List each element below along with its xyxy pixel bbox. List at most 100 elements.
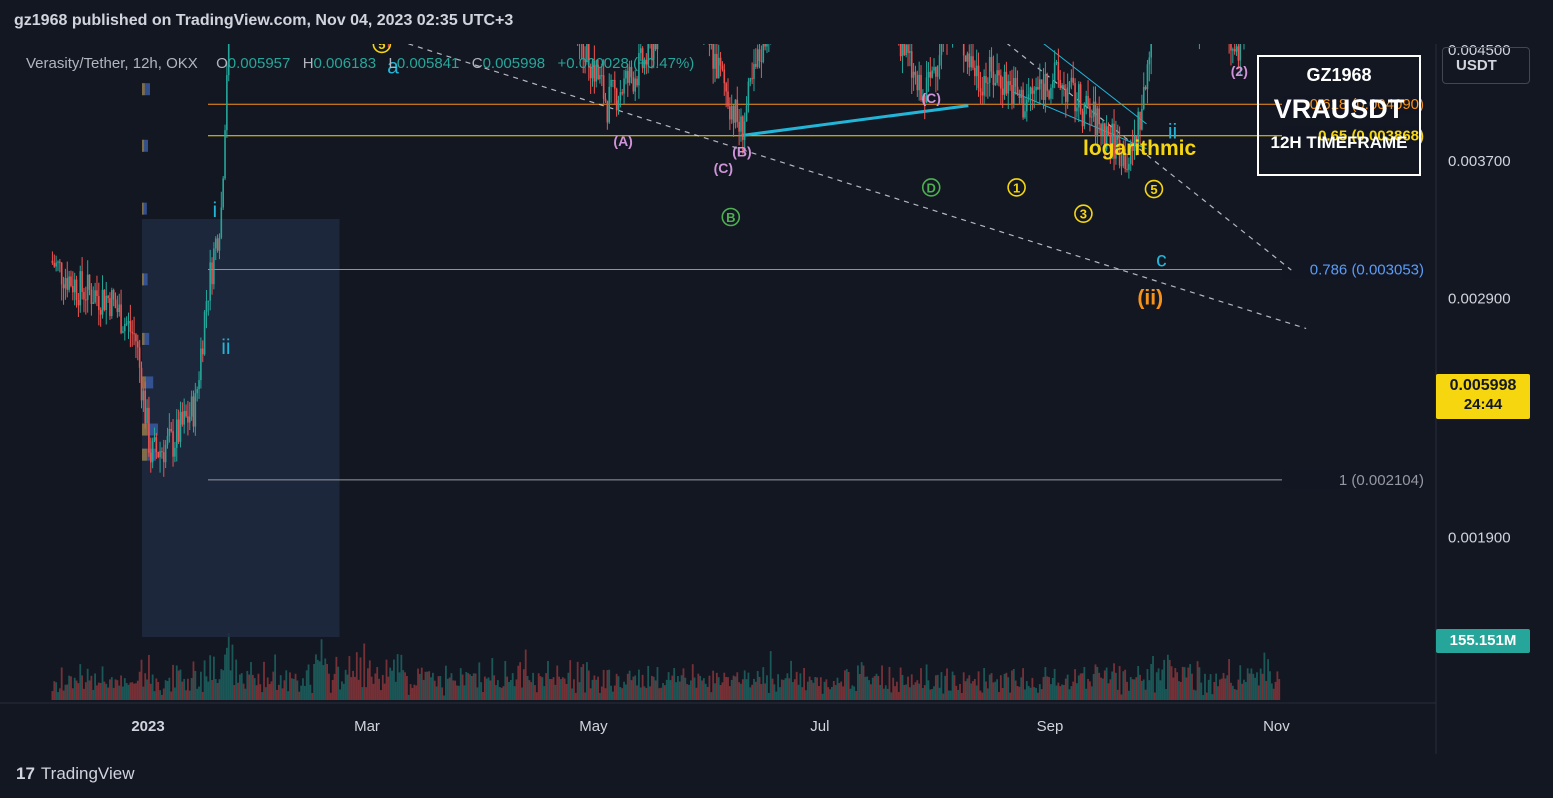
volume-bar bbox=[621, 688, 624, 700]
volume-bar bbox=[638, 669, 640, 700]
volume-bar bbox=[207, 681, 210, 700]
candle bbox=[1040, 79, 1043, 100]
candle bbox=[747, 77, 750, 113]
candle bbox=[751, 62, 753, 85]
volume-bar bbox=[1115, 672, 1117, 700]
candle-body bbox=[153, 437, 156, 441]
candle bbox=[155, 432, 158, 459]
volume-bar bbox=[625, 684, 627, 700]
volume-bar bbox=[521, 687, 523, 700]
volume-bar bbox=[636, 685, 638, 700]
volume-bar bbox=[1205, 692, 1208, 700]
candle-body bbox=[918, 74, 920, 91]
volume-bar bbox=[346, 674, 349, 700]
candle bbox=[606, 100, 609, 130]
volume-profile-bin bbox=[142, 202, 147, 215]
volume-bar bbox=[380, 690, 382, 700]
candle bbox=[962, 44, 965, 73]
volume-bar bbox=[1014, 680, 1017, 700]
volume-bar bbox=[970, 683, 973, 700]
candle bbox=[591, 58, 594, 87]
volume-bar bbox=[365, 687, 367, 700]
candle-body bbox=[916, 74, 919, 91]
volume-bar bbox=[1124, 669, 1127, 700]
volume-bar bbox=[1031, 677, 1034, 700]
candle bbox=[1068, 80, 1071, 93]
volume-bar bbox=[1222, 672, 1225, 700]
volume-bar bbox=[201, 691, 204, 700]
volume-bar bbox=[420, 667, 423, 700]
volume-bar bbox=[840, 681, 843, 700]
volume-bar bbox=[255, 685, 258, 700]
candle bbox=[1087, 80, 1089, 109]
candle bbox=[118, 293, 121, 317]
volume-bar bbox=[417, 668, 419, 700]
volume-bar bbox=[630, 680, 633, 700]
price-chart[interactable]: 0 (0.011990)0.618 (0.004090)0.65 (0.0038… bbox=[0, 44, 1553, 754]
volume-bar bbox=[431, 672, 434, 700]
candle-body bbox=[645, 59, 648, 65]
candle bbox=[162, 439, 165, 477]
symbol-name[interactable]: Verasity/Tether, 12h, OKX bbox=[26, 55, 198, 72]
volume-bar bbox=[662, 683, 664, 700]
candle-body bbox=[1035, 86, 1037, 91]
candle-body bbox=[124, 324, 126, 332]
volume-bar bbox=[792, 682, 794, 700]
fib-label-bg bbox=[1282, 470, 1425, 489]
candle bbox=[588, 44, 590, 81]
volume-bar bbox=[550, 679, 553, 700]
volume-bar bbox=[1220, 678, 1223, 700]
candle bbox=[619, 79, 622, 108]
candle-body bbox=[745, 105, 748, 122]
candle bbox=[988, 49, 991, 97]
volume-bar bbox=[1230, 682, 1232, 700]
volume-bar bbox=[281, 688, 284, 700]
volume-bar bbox=[1012, 668, 1015, 700]
volume-bar bbox=[511, 673, 514, 700]
volume-layer bbox=[51, 633, 1281, 700]
candle-body bbox=[619, 92, 622, 101]
volume-bar bbox=[745, 679, 748, 700]
candle-body bbox=[146, 407, 148, 424]
volume-bar bbox=[561, 677, 564, 700]
candle bbox=[964, 55, 967, 62]
volume-bar bbox=[1172, 677, 1175, 700]
time-tick-label: Nov bbox=[1263, 718, 1290, 735]
volume-bar bbox=[1243, 679, 1245, 700]
volume-bar bbox=[53, 681, 56, 700]
volume-bar bbox=[873, 676, 876, 700]
volume-bar bbox=[793, 679, 796, 700]
volume-bar bbox=[925, 664, 928, 700]
volume-bar bbox=[966, 678, 969, 700]
volume-bar bbox=[1079, 673, 1082, 700]
candle-body bbox=[1039, 79, 1041, 90]
volume-bar bbox=[198, 686, 200, 700]
candle-body bbox=[721, 65, 724, 70]
candle bbox=[580, 44, 582, 59]
volume-bar bbox=[754, 681, 757, 700]
candle-body bbox=[211, 262, 213, 285]
candle-body bbox=[59, 261, 61, 263]
candle-body bbox=[597, 64, 599, 80]
volume-bar bbox=[688, 684, 690, 700]
candle-body bbox=[1090, 116, 1093, 118]
candle bbox=[1027, 77, 1030, 103]
volume-bar bbox=[844, 670, 846, 700]
volume-bar bbox=[1237, 679, 1240, 700]
candle bbox=[923, 95, 926, 120]
candle-body bbox=[144, 390, 147, 424]
candle bbox=[1085, 90, 1088, 115]
currency-button[interactable]: USDT bbox=[1442, 47, 1530, 84]
volume-bar bbox=[704, 683, 707, 700]
candle bbox=[59, 258, 61, 273]
volume-bar bbox=[973, 678, 976, 700]
candle-body bbox=[613, 79, 616, 89]
volume-bar bbox=[367, 668, 369, 700]
candle bbox=[714, 44, 716, 83]
volume-bar bbox=[686, 684, 689, 700]
volume-bar bbox=[907, 676, 909, 700]
candle-body bbox=[196, 389, 198, 394]
tradingview-logo[interactable]: 17 TradingView bbox=[16, 764, 134, 784]
candle bbox=[131, 320, 134, 347]
candle-body bbox=[738, 121, 740, 132]
